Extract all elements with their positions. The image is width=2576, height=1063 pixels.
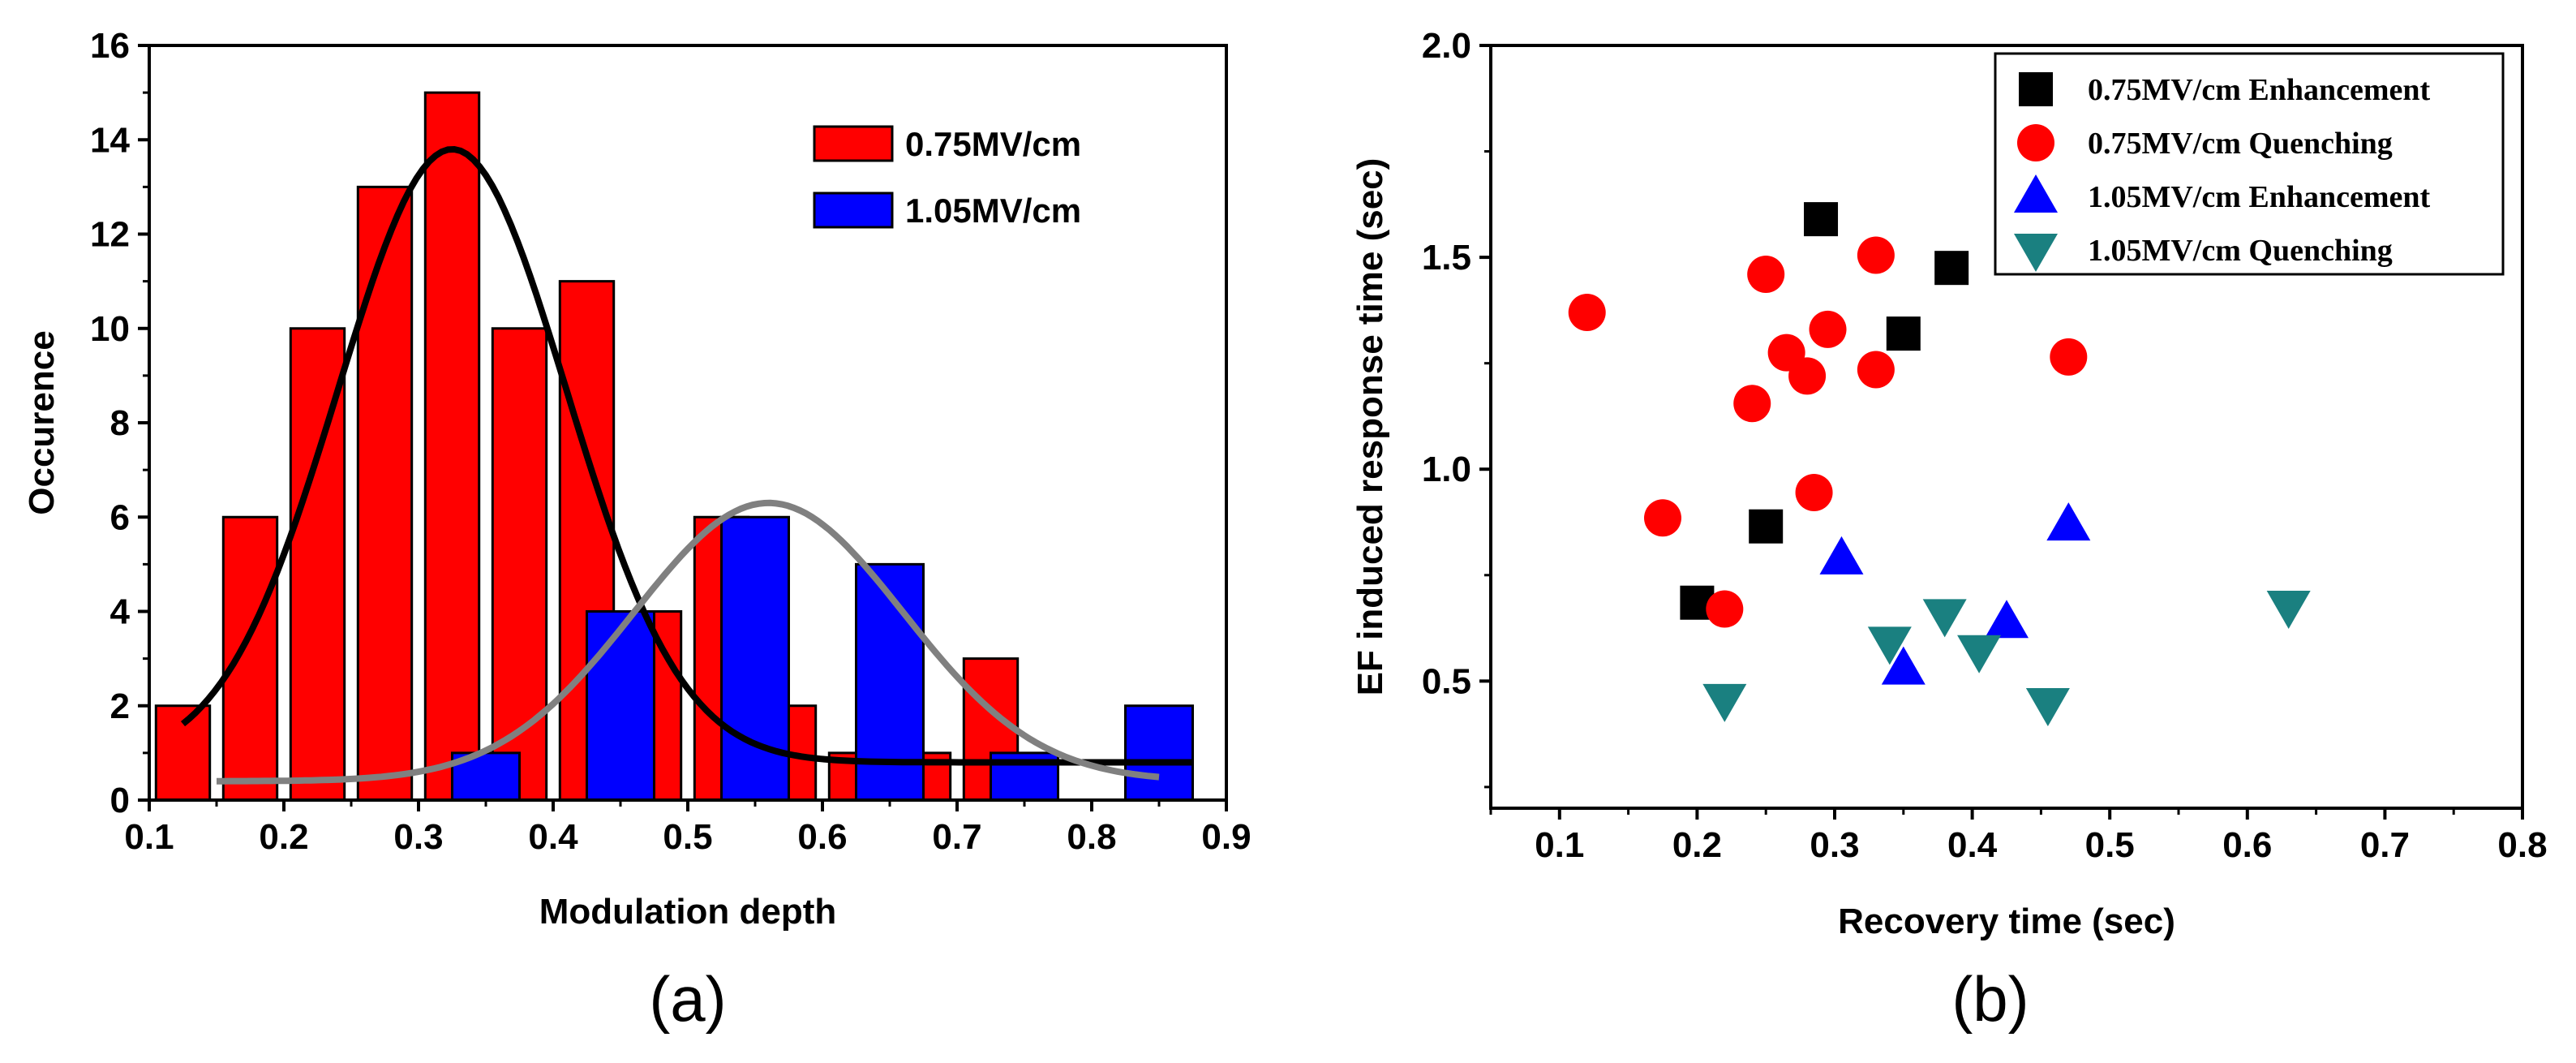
y-tick-label: 0 (110, 781, 130, 820)
x-tick-label: 0.1 (1535, 825, 1584, 865)
point-105mvcmquenching (1867, 626, 1912, 665)
point-105mvcmenhancement (2046, 502, 2091, 541)
bar-1.05mvcm-0.55 (720, 515, 790, 802)
legend-label: 1.05MV/cm (905, 192, 1081, 230)
point-075mvcmquenching (1747, 256, 1785, 293)
panel-a-histogram: 0.1 0.2 0.3 0.4 0.5 0.6 0.7 0.8 0.9 0 2 4 6 8 10 12 14 1… (22, 26, 1252, 1035)
x-tick-label: 0.9 (1201, 817, 1251, 857)
legend-label: 1.05MV/cm Enhancement (2088, 180, 2431, 214)
panel-b-y-ticks: 0.5 1.0 1.5 2.0 (1422, 26, 1491, 789)
x-tick-label: 0.8 (2497, 825, 2547, 865)
x-tick-label: 0.7 (932, 817, 981, 857)
point-105mvcmquenching (1957, 635, 2002, 674)
panel-b-y-axis-label: EF induced response time (sec) (1350, 158, 1390, 696)
point-075mvcmquenching (1857, 236, 1895, 274)
bar-0.75mvcm-0.325 (423, 91, 481, 802)
point-075mvcmquenching (1857, 351, 1895, 389)
x-tick-label: 0.5 (2085, 825, 2135, 865)
panel-b-points (1568, 202, 2311, 727)
y-tick-label: 8 (110, 403, 130, 443)
x-tick-label: 0.3 (1810, 825, 1859, 865)
point-105mvcmenhancement (1881, 646, 1926, 685)
point-105mvcmenhancement (1819, 536, 1864, 575)
bar-1.05mvcm-0.45 (586, 610, 655, 802)
y-tick-label: 10 (90, 309, 130, 349)
y-tick-label: 2.0 (1422, 26, 1471, 66)
x-tick-label: 0.3 (393, 817, 443, 857)
panel-a-y-axis-label: Occurence (22, 330, 62, 514)
point-075mvcmquenching (1568, 294, 1606, 331)
x-tick-label: 0.4 (1947, 825, 1998, 865)
legend-label: 0.75MV/cm (905, 125, 1081, 163)
fit-curve-1.05mv (217, 499, 1160, 785)
x-tick-label: 0.6 (2222, 825, 2272, 865)
fit-curve-0.75mv (180, 145, 1193, 766)
panel-b-x-axis-label: Recovery time (sec) (1838, 902, 2175, 941)
panel-a-x-ticks: 0.1 0.2 0.3 0.4 0.5 0.6 0.7 0.8 0.9 (124, 800, 1252, 857)
panel-b-scatter: 0.1 0.2 0.3 0.4 0.5 0.6 0.7 0.8 0.5 1.0 1.5 2.0 0.… (1350, 26, 2548, 1035)
x-tick-label: 0.1 (124, 817, 174, 857)
legend-marker (2014, 174, 2058, 213)
x-tick-label: 0.2 (1672, 825, 1722, 865)
y-tick-label: 2 (110, 686, 130, 726)
point-075mvcmenhancement (1804, 202, 1839, 237)
legend-swatch (813, 192, 894, 229)
legend-marker (2019, 72, 2053, 106)
y-tick-label: 0.5 (1422, 661, 1471, 701)
point-075mvcmquenching (1788, 357, 1827, 395)
panel-a-legend: 0.75MV/cm 1.05MV/cm (813, 125, 1081, 230)
x-tick-label: 0.5 (663, 817, 712, 857)
panel-a-label: (a) (649, 963, 726, 1035)
y-tick-label: 4 (110, 592, 131, 632)
point-075mvcmenhancement (1749, 509, 1784, 544)
y-tick-label: 6 (110, 497, 130, 537)
point-105mvcmquenching (2266, 590, 2311, 629)
bar-0.75mvcm-0.275 (356, 185, 414, 802)
panel-b-plot-frame (1489, 44, 2524, 810)
legend-label: 1.05MV/cm Quenching (2088, 234, 2393, 268)
x-tick-label: 0.7 (2360, 825, 2410, 865)
point-105mvcmquenching (1922, 599, 1967, 638)
point-105mvcmquenching (1702, 683, 1747, 722)
x-tick-label: 0.6 (797, 817, 847, 857)
panel-a-x-axis-label: Modulation depth (539, 892, 837, 932)
point-075mvcmquenching (1644, 499, 1681, 537)
point-075mvcmenhancement (1934, 251, 1969, 286)
y-tick-label: 12 (90, 215, 130, 255)
y-tick-label: 1.5 (1422, 238, 1471, 278)
panel-b-x-ticks: 0.1 0.2 0.3 0.4 0.5 0.6 0.7 0.8 (1489, 808, 2548, 865)
y-tick-label: 14 (90, 120, 130, 160)
legend-marker (2014, 234, 2058, 272)
panel-b-legend: 0.75MV/cm Enhancement 0.75MV/cm Quenching… (1994, 52, 2505, 276)
y-tick-label: 16 (90, 26, 130, 66)
point-075mvcmquenching (1809, 310, 1847, 348)
legend-swatch (813, 125, 894, 162)
panel-b-label: (b) (1951, 963, 2029, 1035)
point-075mvcmquenching (1733, 385, 1771, 423)
panel-a-y-ticks: 0 2 4 6 8 10 12 14 16 (90, 26, 149, 820)
legend-box (1994, 52, 2505, 276)
legend-label: 0.75MV/cm Enhancement (2088, 73, 2431, 107)
point-105mvcmquenching (2025, 688, 2070, 727)
bar-0.75mvcm-0.175 (221, 515, 279, 802)
bar-1.05mvcm-0.85 (1124, 704, 1194, 802)
x-tick-label: 0.2 (259, 817, 308, 857)
point-075mvcmenhancement (1886, 316, 1921, 351)
point-075mvcmquenching (1706, 590, 1744, 628)
point-075mvcmquenching (2050, 338, 2088, 376)
legend-marker (2017, 124, 2054, 161)
x-tick-label: 0.4 (528, 817, 578, 857)
x-tick-label: 0.8 (1067, 817, 1116, 857)
point-075mvcmquenching (1795, 473, 1833, 511)
legend-label: 0.75MV/cm Quenching (2088, 127, 2393, 161)
y-tick-label: 1.0 (1422, 450, 1471, 489)
point-105mvcmenhancement (1985, 600, 2029, 639)
gaussian-fits (180, 145, 1193, 785)
